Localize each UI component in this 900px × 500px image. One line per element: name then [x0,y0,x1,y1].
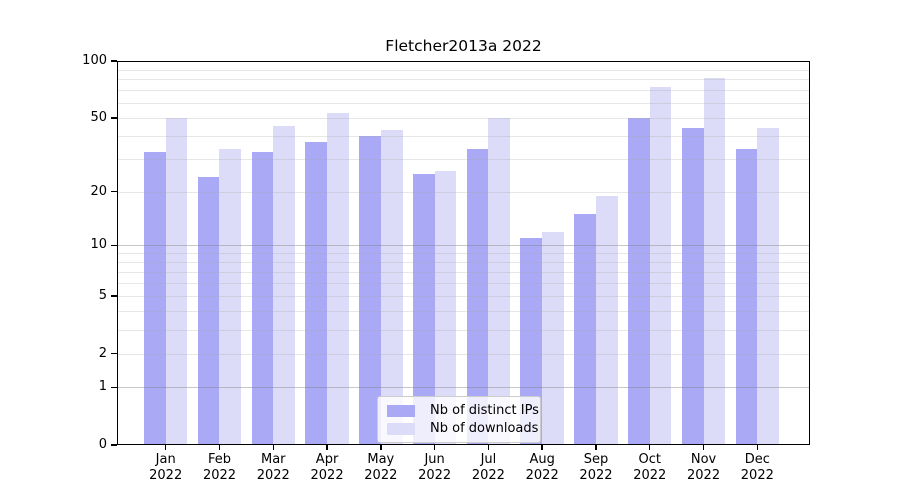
x-tick-label-jul: Jul 2022 [456,452,520,484]
x-tick-month: Jul [480,452,497,467]
x-tick-mark-dec [756,445,759,450]
x-tick-year: 2022 [202,468,237,483]
bar-distinct-ips-sep [574,214,596,445]
x-tick-mark-may [380,445,382,450]
bar-distinct-ips-apr [305,142,328,445]
x-tick-label-may: May 2022 [349,452,413,484]
y-tick-label-10: 10 [90,237,107,253]
y-tick-label-1: 1 [98,379,107,395]
bars-layer [117,61,810,445]
y-tick-mark-10 [111,244,117,247]
x-tick-month: Apr [315,452,339,467]
y-tick-mark-0 [111,444,117,446]
x-tick-mark-aug [541,445,543,450]
x-tick-year: 2022 [149,468,183,483]
y-tick-mark-2 [111,352,117,355]
legend-label-downloads: Nb of downloads [430,421,539,436]
x-tick-label-oct: Oct 2022 [618,452,682,484]
x-tick-year: 2022 [418,468,452,483]
x-tick-label-aug: Aug 2022 [510,452,574,484]
bar-downloads-jun [434,170,457,445]
bar-downloads-dec [757,128,780,445]
legend-swatch-downloads [387,422,415,435]
bar-downloads-jan [165,117,188,445]
y-tick-label-5: 5 [98,287,107,303]
y-tick-mark-1 [111,386,117,389]
x-tick-mark-jul [487,445,490,450]
x-tick-year: 2022 [364,468,398,483]
y-tick-label-20: 20 [90,183,107,199]
x-tick-year: 2022 [579,468,613,483]
y-tick-mark-100 [111,60,117,62]
bar-distinct-ips-feb [197,177,220,445]
x-tick-label-apr: Apr 2022 [295,452,359,484]
bar-downloads-feb [219,149,242,445]
bar-distinct-ips-nov [681,128,704,445]
bar-distinct-ips-jun [412,173,435,445]
x-tick-month: Dec [744,452,770,467]
y-tick-mark-5 [111,295,117,297]
bar-downloads-may [380,130,403,445]
y-tick-label-2: 2 [98,345,107,361]
x-tick-label-feb: Feb 2022 [187,452,251,484]
x-tick-year: 2022 [687,468,721,483]
x-tick-mark-feb [218,445,221,450]
chart-title: Fletcher2013a 2022 [385,37,542,55]
x-tick-year: 2022 [310,468,344,483]
x-tick-month: Oct [638,452,661,467]
x-tick-mark-mar [272,445,274,450]
x-tick-month: Jun [424,452,445,467]
y-tick-mark-20 [111,190,117,193]
x-tick-mark-oct [649,445,651,450]
bar-downloads-jul [488,117,511,445]
legend-swatch-distinct-ips [387,404,415,417]
x-tick-month: Feb [207,452,231,467]
bar-distinct-ips-oct [628,117,650,445]
x-tick-label-dec: Dec 2022 [725,452,789,484]
y-tick-mark-50 [111,117,117,119]
bar-distinct-ips-mar [251,151,274,445]
x-tick-label-sep: Sep 2022 [564,452,628,484]
bar-downloads-aug [542,231,564,445]
bar-distinct-ips-jul [466,149,489,445]
legend-label-distinct-ips: Nb of distinct IPs [430,403,539,418]
x-tick-label-jan: Jan 2022 [134,452,198,484]
bar-distinct-ips-jan [144,151,166,445]
x-tick-label-mar: Mar 2022 [241,452,305,484]
y-tick-label-50: 50 [90,109,107,125]
legend-entry-distinct-ips: Nb of distinct IPs [386,403,539,418]
x-tick-label-jun: Jun 2022 [403,452,467,484]
x-tick-month: Jan [155,452,176,467]
x-tick-mark-jun [433,445,436,450]
plot-area [117,61,810,445]
y-tick-label-100: 100 [82,53,107,68]
x-tick-year: 2022 [525,468,559,483]
x-tick-month: Mar [261,452,286,467]
x-tick-mark-nov [702,445,705,450]
bar-downloads-apr [327,113,349,445]
bar-downloads-oct [649,86,672,445]
bar-distinct-ips-may [359,136,381,445]
x-tick-month: Sep [583,452,609,467]
legend: Nb of distinct IPs Nb of downloads [377,396,541,443]
x-tick-label-nov: Nov 2022 [672,452,736,484]
x-tick-year: 2022 [740,468,774,483]
x-tick-month: May [367,452,395,467]
x-tick-mark-sep [595,445,597,450]
x-tick-year: 2022 [256,468,290,483]
x-tick-year: 2022 [633,468,667,483]
x-tick-mark-apr [326,445,328,450]
x-tick-month: Aug [529,452,555,467]
legend-entry-downloads: Nb of downloads [386,421,538,436]
bar-distinct-ips-dec [735,149,758,445]
y-tick-label-0: 0 [98,437,107,452]
bar-downloads-mar [273,126,295,445]
x-tick-month: Nov [690,452,717,467]
x-tick-mark-jan [165,445,167,450]
bar-distinct-ips-aug [520,238,543,445]
bar-downloads-nov [703,78,726,445]
x-tick-year: 2022 [471,468,505,483]
bar-downloads-sep [595,195,618,445]
